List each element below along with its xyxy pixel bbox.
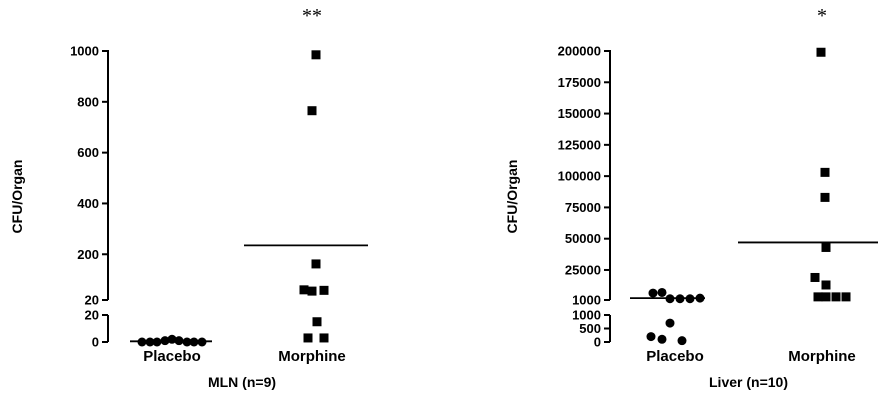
- y-tick-label: 175000: [558, 75, 601, 90]
- y-tick-label: 200: [77, 247, 99, 262]
- data-point-morphine: [821, 292, 831, 302]
- data-point-morphine: [312, 317, 322, 327]
- data-point-morphine: [841, 292, 851, 302]
- y-tick-label: 125000: [558, 137, 601, 152]
- y-tick-label: 200000: [558, 44, 601, 59]
- data-point-placebo: [657, 287, 667, 297]
- y-tick-label: 800: [77, 94, 99, 109]
- y-tick-label: 0: [92, 335, 99, 350]
- data-point-placebo: [665, 318, 675, 328]
- y-tick-label: 1000: [572, 308, 601, 323]
- y-tick-label: 75000: [565, 200, 601, 215]
- data-point-morphine: [813, 292, 823, 302]
- x-axis-title: MLN (n=9): [208, 374, 276, 390]
- data-point-morphine: [319, 333, 329, 343]
- data-point-morphine: [307, 286, 317, 296]
- data-point-morphine: [311, 259, 321, 269]
- data-point-placebo: [648, 288, 658, 298]
- y-tick-label: 150000: [558, 106, 601, 121]
- y-axis-title: CFU/Organ: [504, 160, 520, 234]
- category-label-placebo: Placebo: [646, 348, 704, 365]
- significance-marker: **: [302, 5, 322, 27]
- data-point-placebo: [646, 332, 656, 342]
- data-point-morphine: [303, 333, 313, 343]
- x-axis-title: Liver (n=10): [709, 374, 788, 390]
- data-point-placebo: [677, 336, 687, 346]
- y-tick-label: 1000: [572, 293, 601, 308]
- y-tick-label: 400: [77, 196, 99, 211]
- y-tick-label: 600: [77, 145, 99, 160]
- significance-marker: *: [817, 5, 827, 27]
- y-tick-label: 25000: [565, 262, 601, 277]
- data-point-morphine: [816, 47, 826, 57]
- data-point-morphine: [831, 292, 841, 302]
- y-tick-label: 0: [594, 335, 601, 350]
- mln-chart: 20 200 400 600 800 1000 0 20 Placebo MorphineMLN …: [9, 5, 368, 390]
- data-point-morphine: [319, 285, 329, 295]
- y-tick-label: 100000: [558, 169, 601, 184]
- category-label-placebo: Placebo: [143, 348, 201, 365]
- data-point-placebo: [657, 334, 667, 344]
- category-label-morphine: Morphine: [278, 348, 346, 365]
- y-tick-label: 1000: [70, 44, 99, 59]
- data-point-morphine: [820, 167, 830, 177]
- liver-chart: 1000 25000 50000 75000 100000 125000 150000 175…: [504, 5, 878, 390]
- y-tick-label: 500: [579, 321, 601, 336]
- y-axis-title: CFU/Organ: [9, 160, 25, 234]
- data-point-morphine: [820, 192, 830, 202]
- data-point-morphine: [821, 280, 831, 290]
- y-tick-label: 20: [85, 308, 99, 323]
- y-tick-label: 20: [85, 293, 99, 308]
- y-tick-label: 50000: [565, 231, 601, 246]
- data-point-morphine: [810, 272, 820, 282]
- data-point-morphine: [307, 106, 317, 116]
- data-point-morphine: [299, 285, 309, 295]
- data-point-morphine: [821, 242, 831, 252]
- data-point-morphine: [311, 50, 321, 60]
- category-label-morphine: Morphine: [788, 348, 856, 365]
